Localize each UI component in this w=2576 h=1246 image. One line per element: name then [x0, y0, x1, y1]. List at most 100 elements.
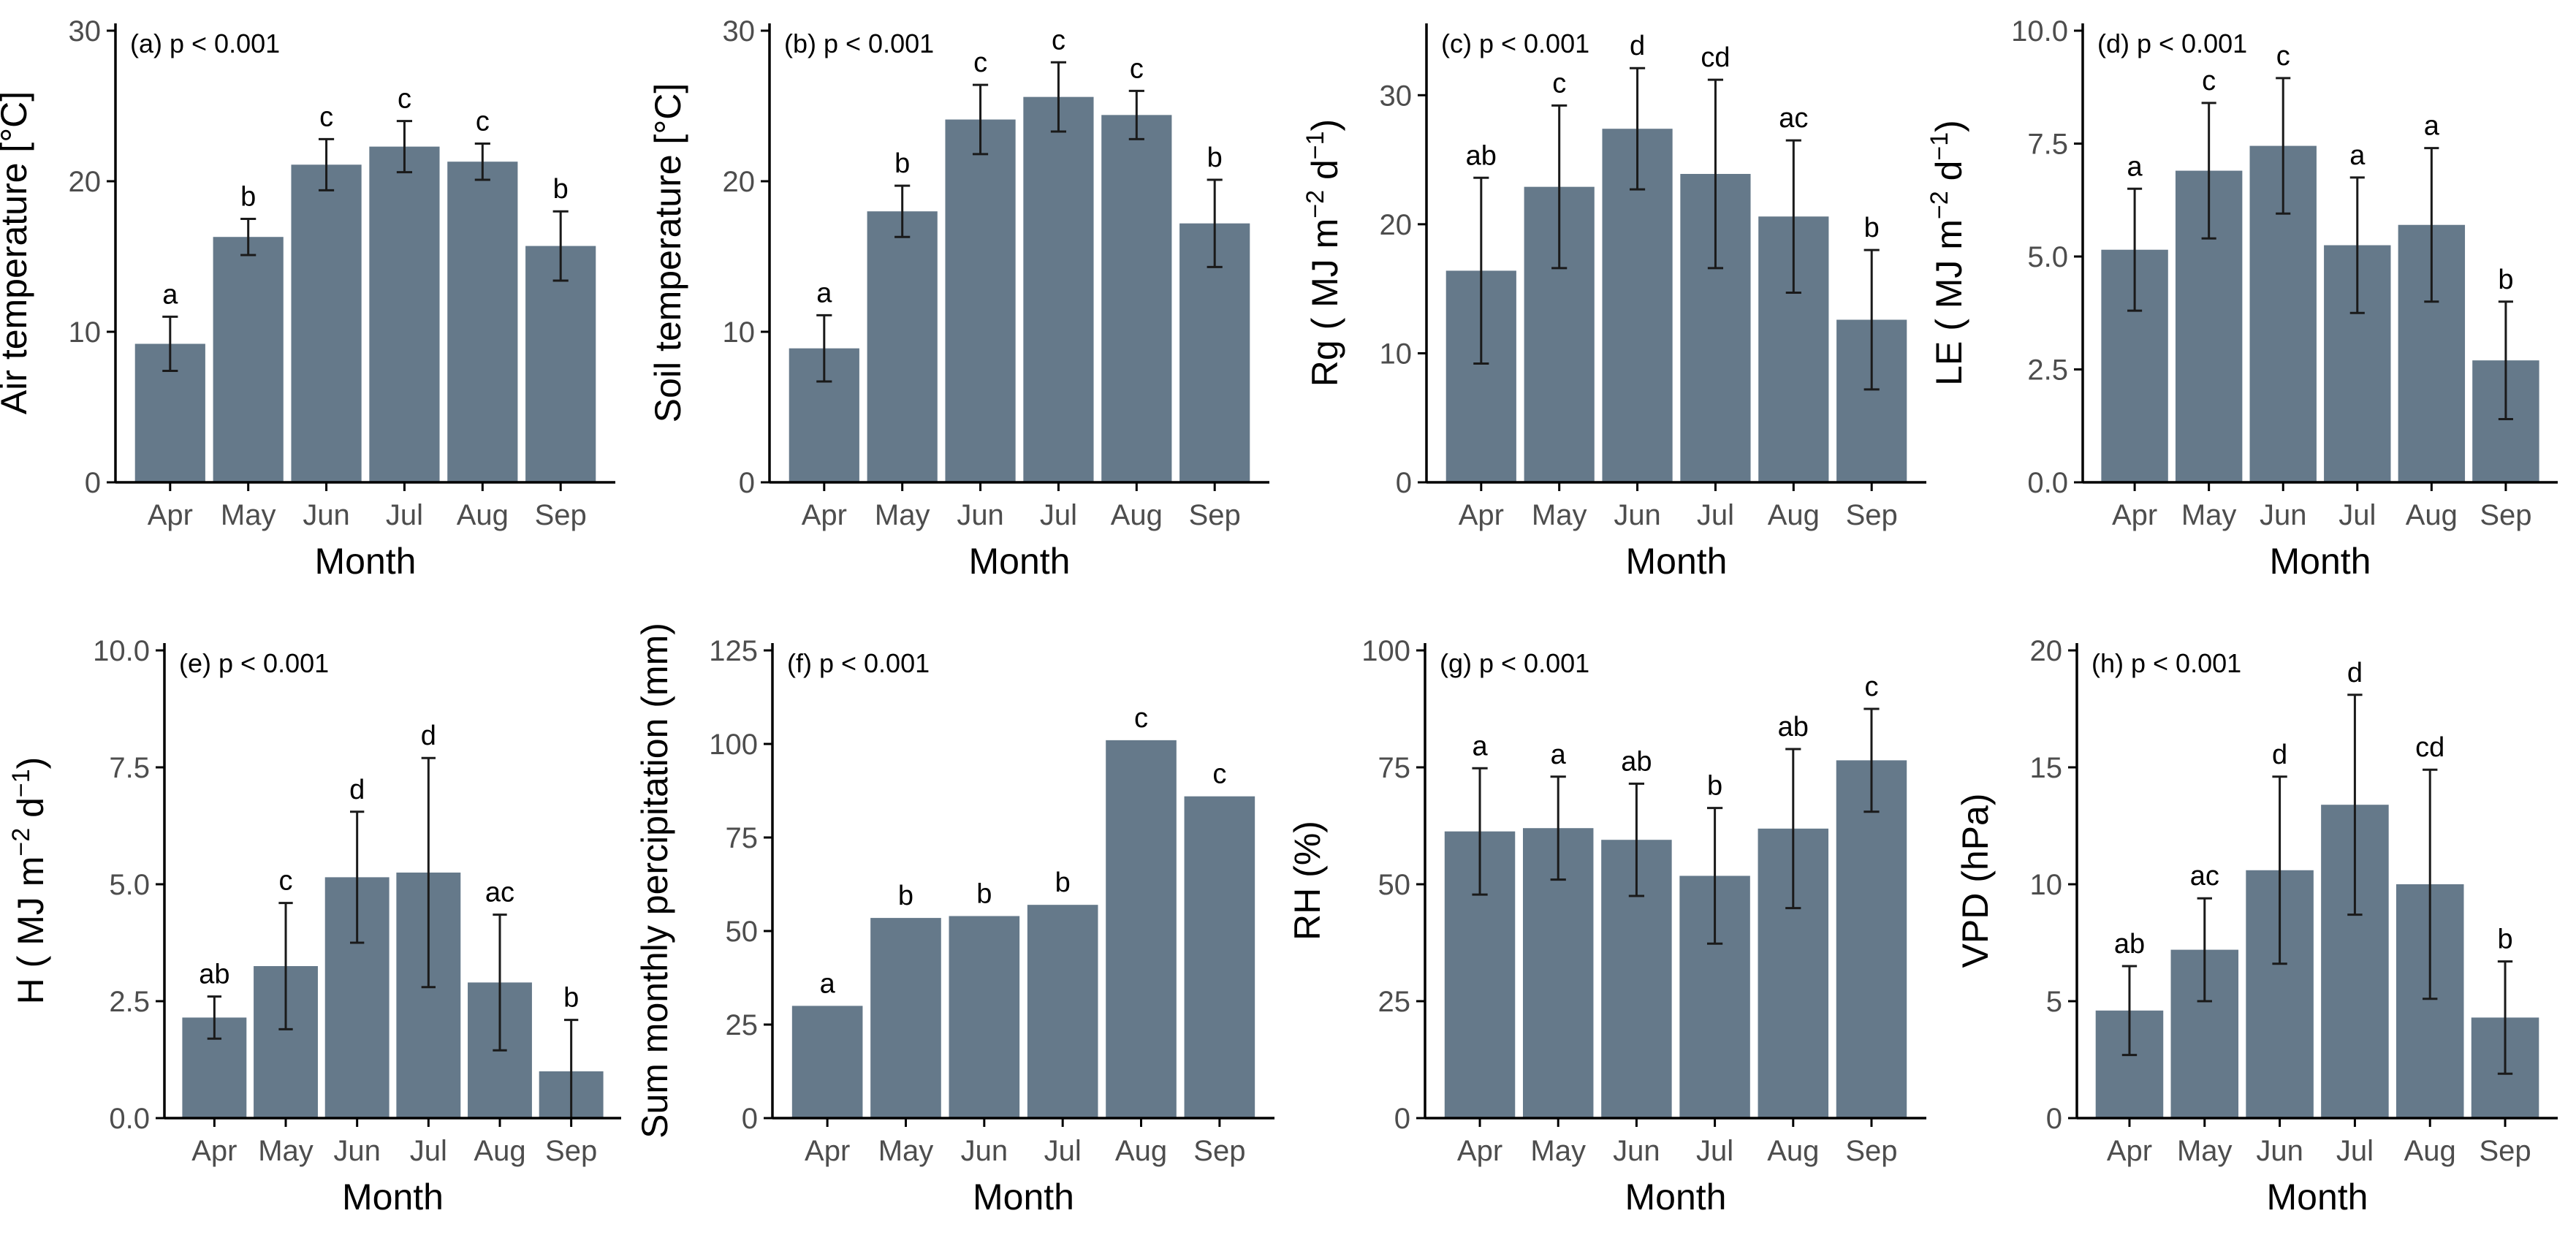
x-tick-label: Jul [1696, 1135, 1733, 1167]
y-tick-label: 0 [2046, 1103, 2062, 1135]
y-tick-label: 75 [726, 822, 759, 854]
significance-letter: b [894, 148, 910, 179]
y-tick-label: 5.0 [2027, 241, 2068, 273]
error-bar [162, 315, 178, 373]
chart-panel: a Apr b May c Jun c Jul c Aug b Sep 0 10 20 30 Month Soil… [647, 15, 1269, 582]
bar-f-may [870, 918, 941, 1118]
y-tick-label: 5.0 [109, 869, 150, 901]
panel-tag: (g) p < 0.001 [1440, 648, 1589, 678]
y-tick-label: 20 [69, 166, 102, 198]
significance-letter: cd [1701, 42, 1730, 73]
x-tick-label: Jun [961, 1135, 1008, 1167]
panel-tag: (d) p < 0.001 [2097, 29, 2247, 58]
x-tick-label: Sep [1846, 499, 1898, 531]
significance-letter: ab [1466, 140, 1497, 171]
bar-b-jun [945, 119, 1016, 483]
y-tick-label: 10 [1380, 338, 1413, 370]
significance-letter: ab [199, 960, 229, 990]
chart-panel: a Apr b May c Jun c Jul c Aug b Sep 0 10 20 30 Month Air … [0, 15, 615, 582]
y-tick-label: 0 [1396, 467, 1412, 499]
x-tick-label: Aug [474, 1135, 525, 1167]
error-bar [552, 210, 569, 282]
x-tick-label: Aug [2406, 499, 2458, 531]
x-tick-label: Jul [2338, 499, 2376, 531]
error-bar [2498, 300, 2513, 420]
error-bar [1863, 707, 1880, 813]
x-tick-label: Jul [1044, 1135, 1082, 1167]
significance-letter: c [1130, 53, 1144, 84]
y-tick-label: 2.5 [2027, 354, 2068, 387]
y-tick-label: 100 [1361, 635, 1410, 667]
panel-tag: (h) p < 0.001 [2091, 648, 2241, 678]
significance-letter: b [240, 182, 256, 213]
x-tick-label: Apr [1459, 499, 1504, 531]
x-tick-label: May [1530, 1135, 1586, 1167]
error-bar [2272, 775, 2287, 965]
x-tick-label: Sep [1193, 1135, 1245, 1167]
error-bar [1050, 61, 1067, 133]
x-tick-label: Apr [2112, 499, 2157, 531]
error-bar [240, 218, 257, 257]
y-tick-label: 50 [726, 916, 759, 948]
error-bar [2347, 694, 2363, 916]
x-tick-label: Apr [802, 499, 847, 531]
y-tick-label: 15 [2030, 752, 2063, 784]
error-bar [2349, 176, 2365, 314]
significance-letter: d [1630, 31, 1645, 61]
significance-letter: a [1551, 740, 1567, 770]
bar-a-may [213, 237, 284, 482]
y-tick-label: 0 [1394, 1103, 1410, 1135]
y-tick-label: 75 [1378, 752, 1411, 784]
significance-letter: ac [1779, 103, 1808, 134]
bar-a-jun [291, 164, 362, 482]
error-bar [207, 995, 222, 1040]
y-axis-title: VPD (hPa) [1955, 794, 1996, 968]
significance-letter: ac [485, 878, 514, 908]
error-bar [2197, 897, 2212, 1003]
error-bar [1628, 782, 1645, 897]
x-tick-label: Jul [1040, 499, 1077, 531]
error-bar [2497, 960, 2513, 1075]
error-bar [493, 913, 507, 1052]
error-bar [396, 120, 413, 174]
error-bar [2201, 102, 2216, 240]
y-tick-label: 2.5 [109, 986, 150, 1018]
significance-letter: c [1052, 25, 1065, 56]
x-tick-label: Aug [1115, 1135, 1167, 1167]
significance-letter: b [1207, 143, 1223, 173]
y-tick-label: 0.0 [2027, 467, 2068, 499]
x-tick-label: Aug [1767, 1135, 1819, 1167]
x-tick-label: Apr [2107, 1135, 2152, 1167]
significance-letter: d [421, 721, 436, 751]
y-tick-label: 7.5 [2027, 129, 2068, 161]
error-bar [2423, 768, 2438, 1000]
bar-a-aug [447, 162, 518, 482]
y-tick-label: 0 [742, 1103, 758, 1135]
chart-panel: a Apr b May b Jun b Jul c Aug c Sep 0 25 50 75 100 125 Mon… [634, 623, 1274, 1217]
x-tick-label: Aug [2404, 1135, 2456, 1167]
y-axis-title: RH (%) [1287, 821, 1328, 941]
significance-letter: b [2497, 924, 2512, 955]
y-tick-label: 25 [1378, 986, 1411, 1018]
significance-letter: c [476, 107, 490, 137]
error-bar [2121, 965, 2138, 1057]
significance-letter: c [2276, 41, 2290, 72]
significance-letter: c [1212, 759, 1226, 790]
y-tick-label: 30 [723, 15, 756, 48]
x-axis-title: Month [973, 1177, 1074, 1217]
significance-letter: d [2272, 740, 2287, 770]
bar-g-sep [1836, 760, 1907, 1118]
error-bar [474, 143, 490, 181]
error-bar [1706, 807, 1723, 945]
error-bar [1473, 176, 1489, 365]
y-tick-label: 10.0 [2011, 15, 2068, 48]
x-tick-label: Jul [410, 1135, 447, 1167]
significance-letter: b [976, 879, 992, 910]
error-bar [1550, 775, 1566, 881]
significance-letter: a [816, 278, 832, 308]
significance-letter: ab [1621, 746, 1652, 777]
x-tick-label: Aug [457, 499, 509, 531]
x-tick-label: Sep [545, 1135, 597, 1167]
x-axis-title: Month [315, 541, 417, 582]
y-axis-title: Soil temperature [°C] [647, 83, 688, 423]
